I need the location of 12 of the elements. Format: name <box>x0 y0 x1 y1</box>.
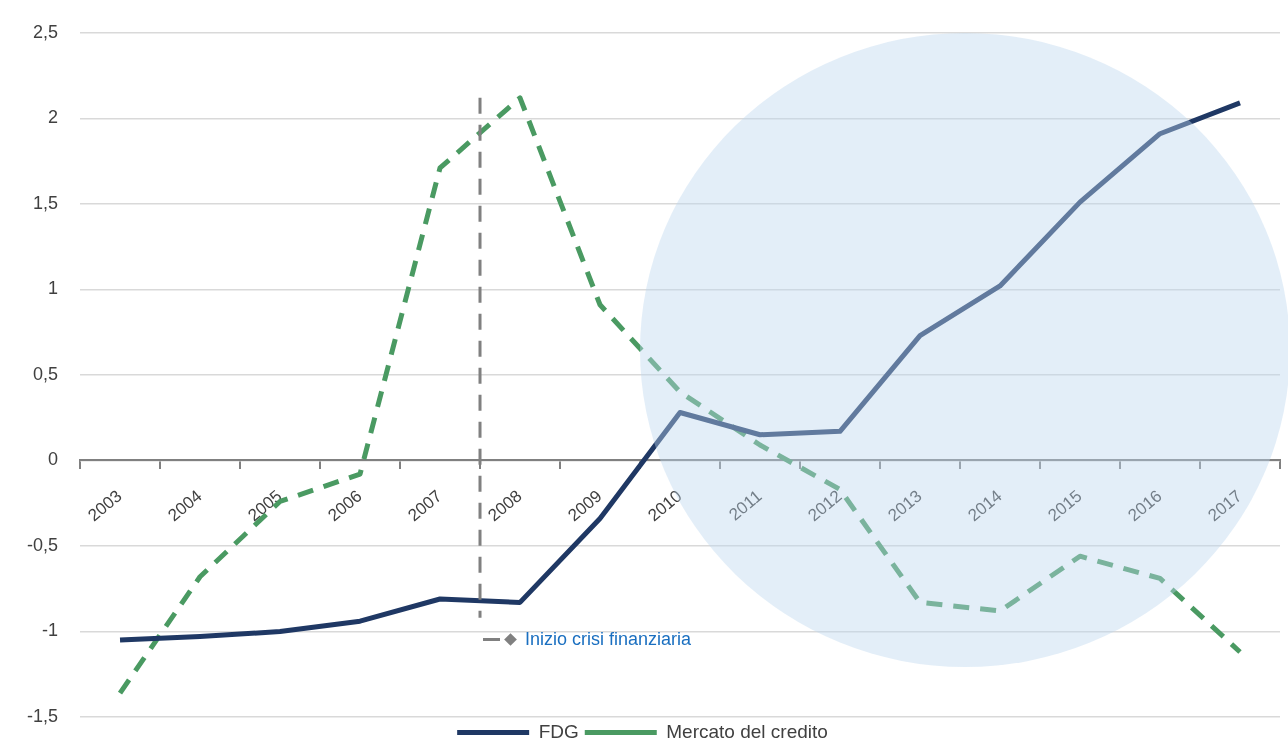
y-tick-label: 0,5 <box>32 363 59 384</box>
legend-label: FDG <box>538 720 579 742</box>
y-tick-label: 2 <box>48 107 59 128</box>
y-tick-label: -1 <box>42 620 59 641</box>
y-tick-label: 1,5 <box>32 192 59 213</box>
y-tick-label: -0,5 <box>26 534 59 555</box>
legend-label: Mercato del credito <box>666 720 828 742</box>
y-tick-label: 2,5 <box>32 21 59 42</box>
y-tick-label: -1,5 <box>26 705 59 726</box>
y-tick-label: 0 <box>48 449 59 470</box>
legend-label: Inizio crisi finanziaria <box>525 628 693 649</box>
y-tick-label: 1 <box>48 278 59 299</box>
